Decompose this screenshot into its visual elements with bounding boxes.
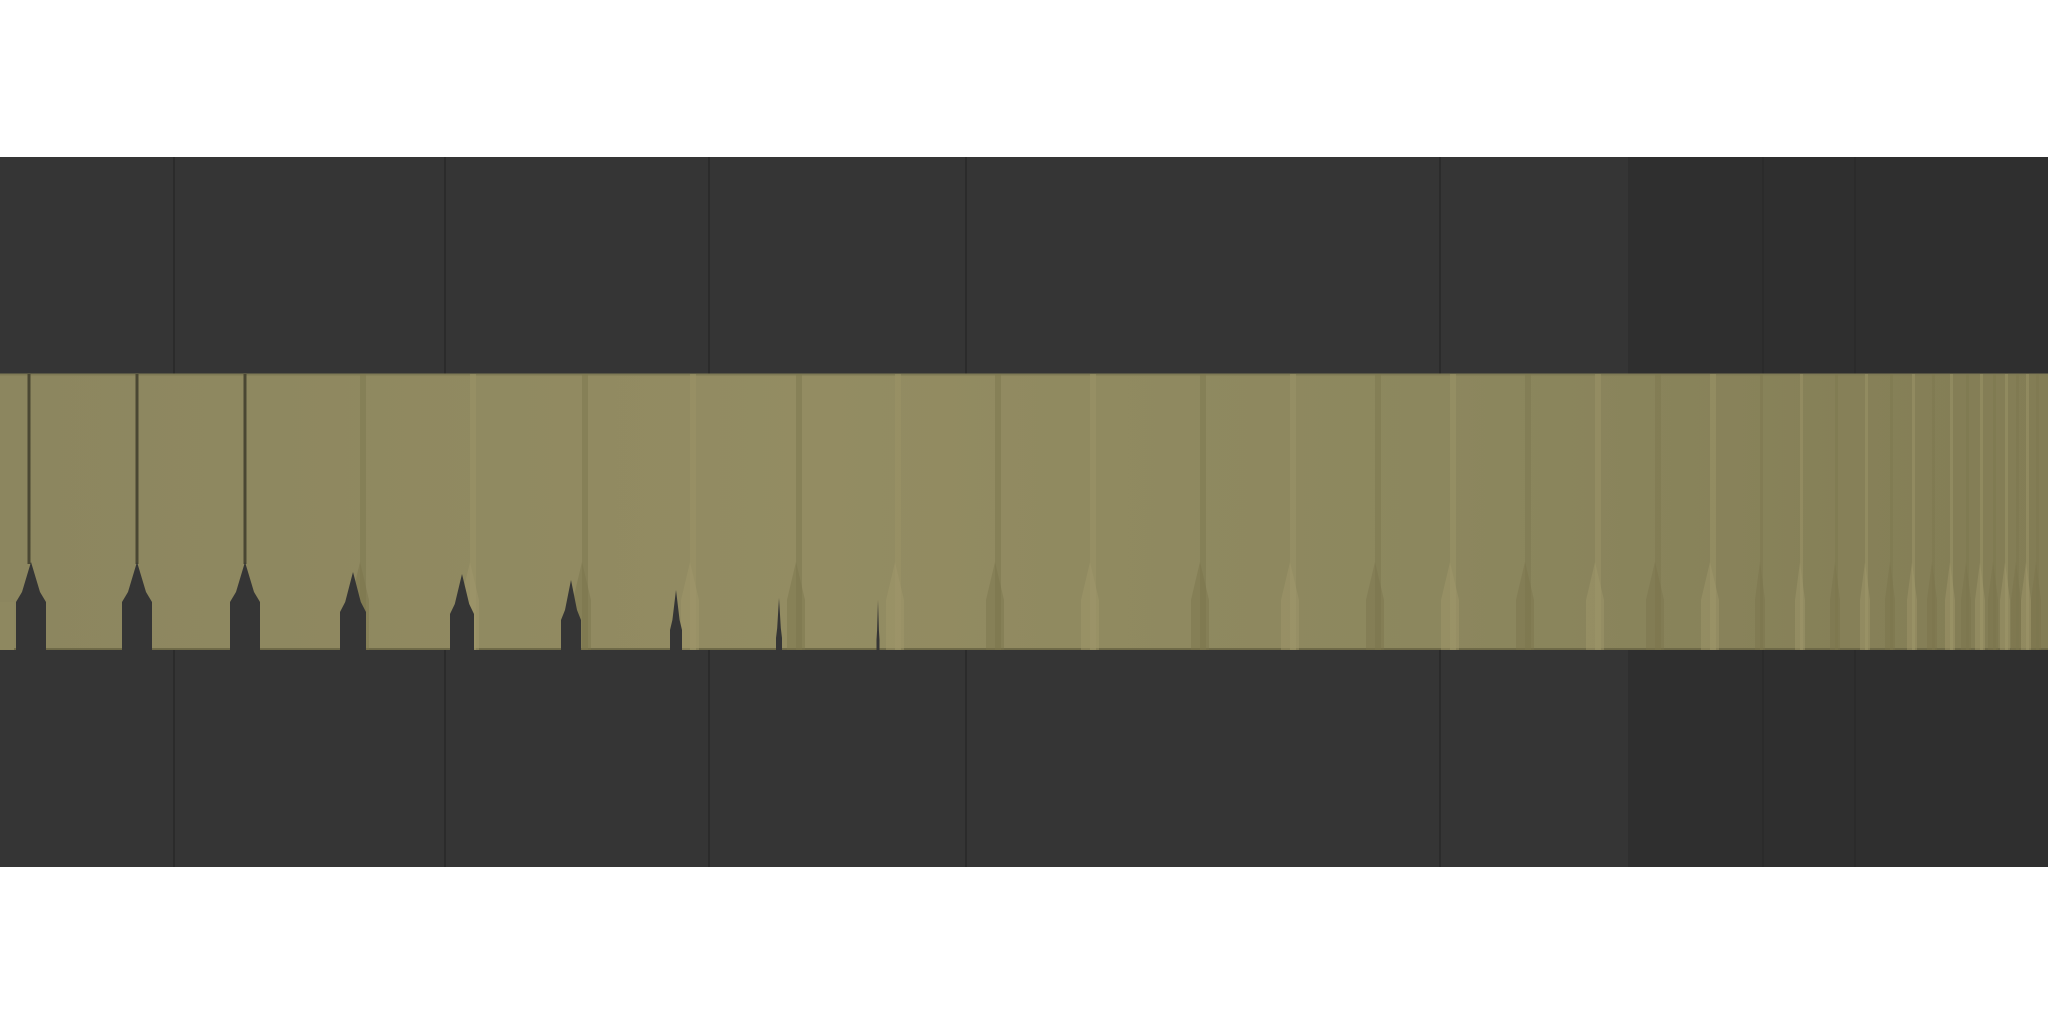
band-notch: [340, 572, 366, 650]
band-seam-chevron: [2011, 562, 2021, 650]
band-seam: [1710, 374, 1716, 650]
band-notch: [450, 574, 474, 650]
band-notch: [561, 580, 581, 650]
band-seam-chevron: [2021, 562, 2031, 650]
band-seam: [2026, 374, 2029, 650]
band-seam: [470, 374, 476, 650]
band-seam: [1450, 374, 1456, 650]
band-seam: [1890, 374, 1893, 650]
band-seam-chevron: [1988, 562, 1998, 650]
band-notch: [0, 602, 14, 650]
band-seam-chevron: [1795, 562, 1805, 650]
bottom-dark-panel: [0, 650, 2048, 867]
band-notch: [122, 562, 152, 650]
band-seam: [1932, 374, 1935, 650]
band-seam-chevron: [1191, 562, 1209, 650]
band-seam-chevron: [2000, 562, 2010, 650]
band-seam: [1375, 374, 1381, 650]
band-notch: [776, 598, 782, 650]
band-seam: [582, 374, 588, 650]
band-seam-chevron: [1516, 562, 1534, 650]
band-seam: [995, 374, 1001, 650]
band-seam-chevron: [1945, 562, 1955, 650]
olive-band: [0, 374, 2048, 650]
band-seam: [2005, 374, 2008, 650]
band-seam-chevron: [1586, 562, 1604, 650]
band-seam: [690, 374, 696, 650]
band-seam-chevron: [1646, 562, 1664, 650]
band-seam-chevron: [1975, 562, 1985, 650]
band-seam: [1966, 374, 1969, 650]
band-seam-chevron: [2031, 562, 2041, 650]
band-seam-chevron: [1830, 562, 1840, 650]
band-notch: [16, 562, 46, 650]
band-seam: [1290, 374, 1296, 650]
band-seam-chevron: [1081, 562, 1099, 650]
band-seam-chevron: [1885, 562, 1895, 650]
band-seam-chevron: [1701, 562, 1719, 650]
band-notch: [230, 562, 260, 650]
band-slit: [243, 374, 247, 564]
band-seams: [27, 374, 2041, 650]
band-seam-chevron: [1961, 562, 1971, 650]
band-notch: [670, 590, 682, 650]
band-seam: [1595, 374, 1601, 650]
band-seam: [1980, 374, 1983, 650]
band-seam: [1993, 374, 1996, 650]
band-seam-chevron: [1927, 562, 1937, 650]
band-seam-chevron: [986, 562, 1004, 650]
band-seam-chevron: [1860, 562, 1870, 650]
band-seam-chevron: [1907, 562, 1917, 650]
band-notches: [0, 562, 880, 650]
band-seam: [1760, 374, 1763, 650]
band-seam: [1865, 374, 1868, 650]
band-seam-chevron: [1366, 562, 1384, 650]
band-seam: [1525, 374, 1531, 650]
band-seam: [2036, 374, 2039, 650]
band-seam: [1835, 374, 1838, 650]
band-seam-chevron: [787, 562, 805, 650]
band-seam: [1655, 374, 1661, 650]
panel-dividers: [173, 157, 1856, 867]
band-seam-chevron: [681, 562, 699, 650]
band-seam: [1090, 374, 1096, 650]
band-seam: [1200, 374, 1206, 650]
band-seam-chevron: [1281, 562, 1299, 650]
band-slit: [27, 374, 31, 564]
band-seam: [796, 374, 802, 650]
band-seam: [2016, 374, 2019, 650]
band-seam: [1800, 374, 1803, 650]
band-seam-chevron: [1755, 562, 1765, 650]
band-seam: [1950, 374, 1953, 650]
band-slit: [135, 374, 139, 564]
band-seam: [1912, 374, 1915, 650]
band-notch: [876, 600, 880, 650]
band-seam: [360, 374, 366, 650]
top-dark-panel: [0, 157, 2048, 374]
band-seam-chevron: [886, 562, 904, 650]
band-seam-chevron: [1441, 562, 1459, 650]
band-seam: [895, 374, 901, 650]
